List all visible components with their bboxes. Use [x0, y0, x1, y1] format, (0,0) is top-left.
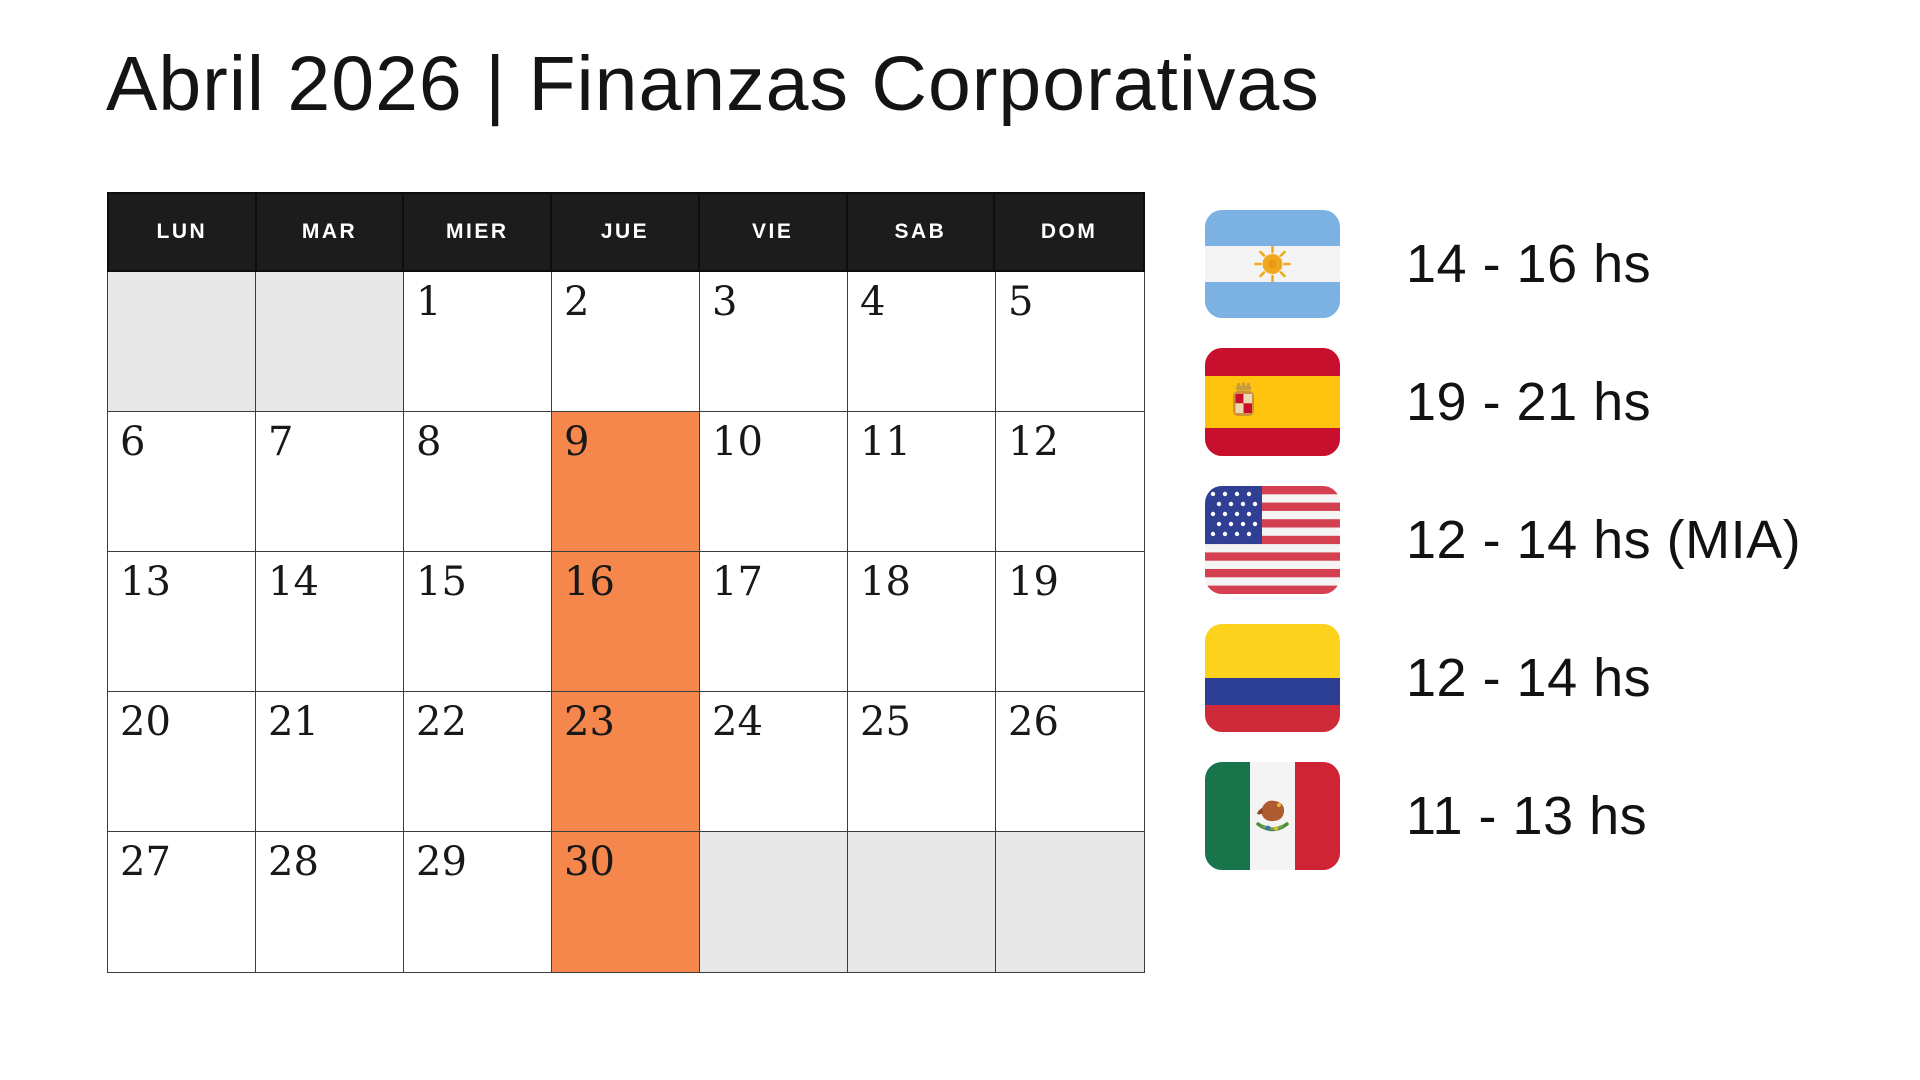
page-title: Abril 2026 | Finanzas Corporativas: [106, 41, 1320, 127]
colombia-flag-icon: [1205, 624, 1340, 732]
weekday-header: MAR: [257, 194, 405, 270]
session-time-label: 19 - 21 hs: [1406, 372, 1652, 432]
day-number: 22: [416, 699, 467, 745]
calendar-day-cell: 29: [404, 832, 552, 972]
day-number: 30: [564, 839, 615, 885]
session-times-legend: 14 - 16 hs 19 - 21 hs: [1205, 210, 1801, 900]
day-number: 7: [268, 419, 294, 465]
calendar-day-cell: 21: [256, 692, 404, 832]
day-number: 18: [860, 559, 911, 605]
calendar-day-cell: 5: [996, 272, 1144, 412]
mexico-flag-icon: [1205, 762, 1340, 870]
session-time-label: 11 - 13 hs: [1406, 786, 1648, 846]
day-number: 3: [712, 279, 738, 325]
day-number: 20: [120, 699, 171, 745]
weekday-header: MIER: [404, 194, 553, 270]
day-number: 5: [1008, 279, 1034, 325]
legend-item: 11 - 13 hs: [1205, 762, 1801, 870]
calendar-day-cell: 3: [700, 272, 848, 412]
usa-flag-icon: [1205, 486, 1340, 594]
day-number: 10: [712, 419, 763, 465]
session-time-label: 14 - 16 hs: [1406, 234, 1652, 294]
calendar-day-cell: 15: [404, 552, 552, 692]
calendar-day-cell: 12: [996, 412, 1144, 552]
session-time-label: 12 - 14 hs (MIA): [1406, 510, 1802, 570]
calendar-empty-cell: [700, 832, 848, 972]
calendar-day-cell: 6: [108, 412, 256, 552]
day-number: 17: [712, 559, 763, 605]
day-number: 4: [860, 279, 886, 325]
session-time-label: 12 - 14 hs: [1406, 648, 1652, 708]
day-number: 29: [416, 839, 467, 885]
day-number: 21: [268, 699, 319, 745]
calendar-grid: 1 2 3 4 5 6 7 8 9 10 11 12 13 14 15 16 17 18 19 20 21 22 23 24 2…: [107, 272, 1145, 973]
day-number: 12: [1008, 419, 1059, 465]
calendar-day-cell: 10: [700, 412, 848, 552]
calendar-day-cell: 24: [700, 692, 848, 832]
weekday-header: DOM: [1040, 220, 1098, 243]
weekday-header: LUN: [109, 194, 257, 270]
calendar-day-cell: 4: [848, 272, 996, 412]
calendar-day-cell: 13: [108, 552, 256, 692]
calendar-day-cell: 14: [256, 552, 404, 692]
calendar-highlighted-day-cell: 9: [552, 412, 700, 552]
day-number: 28: [268, 839, 319, 885]
calendar-day-cell: 1: [404, 272, 552, 412]
day-number: 15: [416, 559, 467, 605]
argentina-flag-icon: [1205, 210, 1340, 318]
day-number: 27: [120, 839, 171, 885]
day-number: 8: [416, 419, 442, 465]
calendar-day-cell: 28: [256, 832, 404, 972]
day-number: 25: [860, 699, 911, 745]
day-number: 1: [416, 279, 442, 325]
calendar-day-cell: 11: [848, 412, 996, 552]
day-number: 13: [120, 559, 171, 605]
legend-item: 14 - 16 hs: [1205, 210, 1801, 318]
calendar-day-cell: 7: [256, 412, 404, 552]
weekday-header: JUE: [552, 194, 700, 270]
legend-item: 12 - 14 hs (MIA): [1205, 486, 1801, 594]
calendar-highlighted-day-cell: 30: [552, 832, 700, 972]
calendar-day-cell: 19: [996, 552, 1144, 692]
calendar-empty-cell: [848, 832, 996, 972]
day-number: 9: [564, 419, 590, 465]
legend-item: 19 - 21 hs: [1205, 348, 1801, 456]
day-number: 16: [564, 559, 615, 605]
calendar-day-cell: 2: [552, 272, 700, 412]
day-number: 23: [564, 699, 615, 745]
calendar-day-cell: 27: [108, 832, 256, 972]
day-number: 24: [712, 699, 763, 745]
day-number: 2: [564, 279, 590, 325]
day-number: 26: [1008, 699, 1059, 745]
calendar-empty-cell: [996, 832, 1144, 972]
calendar-day-cell: 17: [700, 552, 848, 692]
day-number: 14: [268, 559, 319, 605]
spain-flag-icon: [1205, 348, 1340, 456]
weekday-header: VIE: [700, 194, 848, 270]
day-number: 6: [120, 419, 146, 465]
calendar-day-cell: 20: [108, 692, 256, 832]
calendar-header-row: LUN MAR MIER JUE VIE SAB DOM: [107, 192, 1145, 272]
calendar: LUN MAR MIER JUE VIE SAB DOM 1 2 3 4 5 6 7 8 9 10 11 12 13…: [107, 192, 1145, 973]
legend-item: 12 - 14 hs: [1205, 624, 1801, 732]
calendar-highlighted-day-cell: 16: [552, 552, 700, 692]
calendar-empty-cell: [108, 272, 256, 412]
calendar-day-cell: 22: [404, 692, 552, 832]
calendar-day-cell: 25: [848, 692, 996, 832]
calendar-empty-cell: [256, 272, 404, 412]
day-number: 19: [1008, 559, 1059, 605]
calendar-day-cell: 26: [996, 692, 1144, 832]
calendar-day-cell: 18: [848, 552, 996, 692]
day-number: 11: [860, 419, 911, 465]
calendar-highlighted-day-cell: 23: [552, 692, 700, 832]
calendar-day-cell: 8: [404, 412, 552, 552]
weekday-header: SAB: [848, 194, 996, 270]
